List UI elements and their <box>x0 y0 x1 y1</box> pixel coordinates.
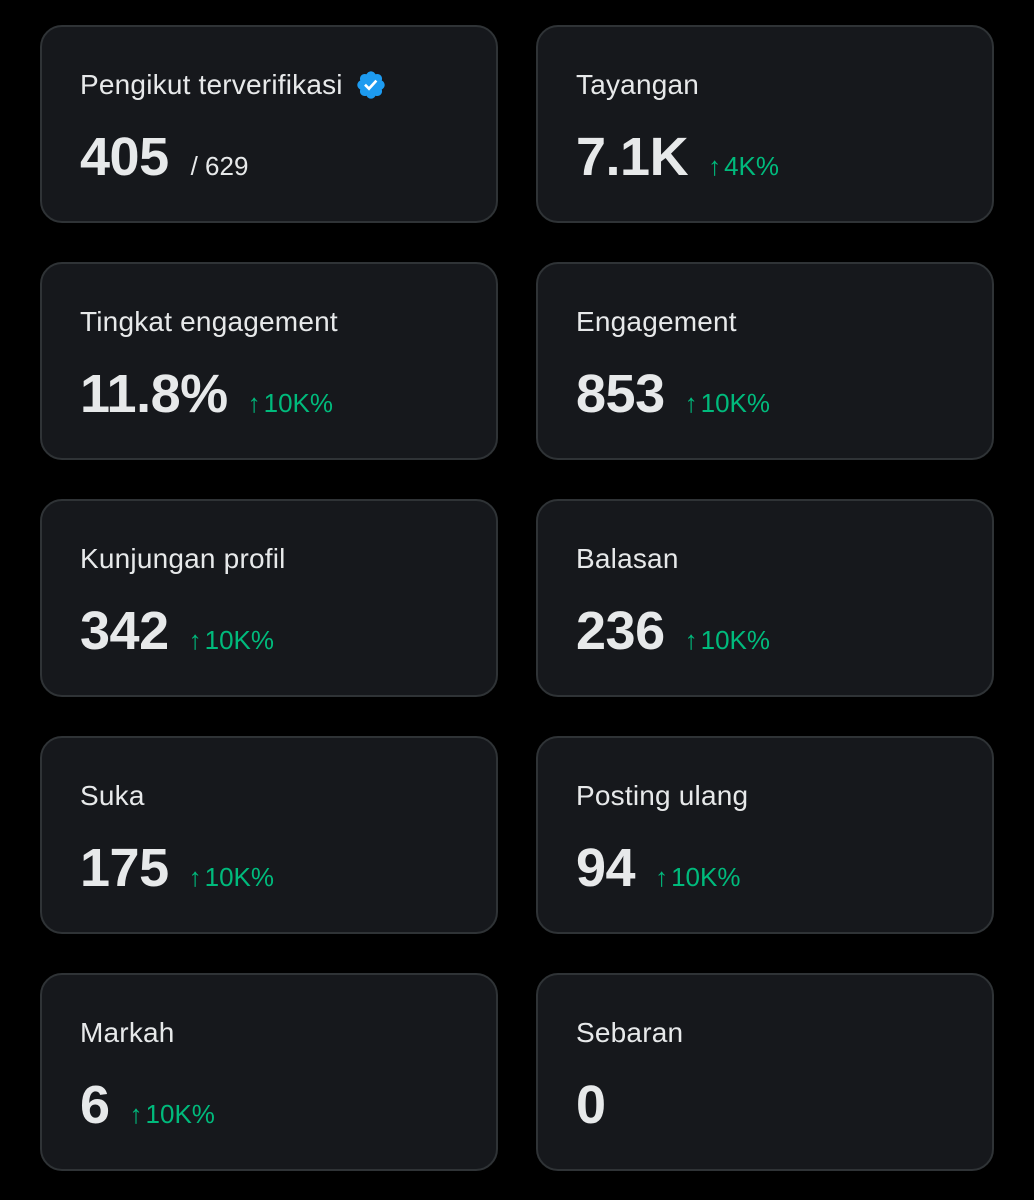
metric-change: ↑ 10K% <box>248 388 333 419</box>
metric-total: / 629 <box>190 151 249 181</box>
metric-label-row: Suka <box>80 778 458 814</box>
metric-change: ↑ 4K% <box>708 151 779 182</box>
arrow-up-icon: ↑ <box>188 625 202 655</box>
metric-label: Sebaran <box>576 1017 684 1048</box>
metric-value-row: 0 <box>576 1075 954 1135</box>
metric-value: 853 <box>576 364 665 424</box>
metric-label: Posting ulang <box>576 780 749 811</box>
metric-card-verified-followers[interactable]: Pengikut terverifikasi 405 / 629 <box>40 25 498 223</box>
metric-label: Balasan <box>576 543 679 574</box>
metric-change: ↑ 10K% <box>685 388 770 419</box>
metric-label: Pengikut terverifikasi <box>80 69 343 100</box>
metric-label: Markah <box>80 1017 175 1048</box>
metric-value: 11.8% <box>80 364 228 424</box>
metric-value-row: 236 ↑ 10K% <box>576 601 954 661</box>
metric-label-row: Kunjungan profil <box>80 541 458 577</box>
metric-value-row: 342 ↑ 10K% <box>80 601 458 661</box>
metric-label: Tingkat engagement <box>80 306 338 337</box>
metric-label-row: Balasan <box>576 541 954 577</box>
metric-card-engagements[interactable]: Engagement 853 ↑ 10K% <box>536 262 994 460</box>
arrow-up-icon: ↑ <box>684 388 698 418</box>
arrow-up-icon: ↑ <box>684 625 698 655</box>
metric-change: ↑ 10K% <box>189 862 274 893</box>
metrics-grid: Pengikut terverifikasi 405 / 629 Tayanga… <box>40 25 994 1171</box>
metric-label: Suka <box>80 780 145 811</box>
metric-value: 7.1K <box>576 127 689 187</box>
metric-change-value: 10K% <box>700 625 770 655</box>
metric-label-row: Tingkat engagement <box>80 304 458 340</box>
metric-card-impressions[interactable]: Tayangan 7.1K ↑ 4K% <box>536 25 994 223</box>
metric-value: 175 <box>80 838 169 898</box>
metric-change-value: 10K% <box>204 862 274 892</box>
metric-change-value: 10K% <box>145 1099 215 1129</box>
metric-value: 342 <box>80 601 169 661</box>
metric-change-value: 4K% <box>724 151 779 181</box>
metric-card-replies[interactable]: Balasan 236 ↑ 10K% <box>536 499 994 697</box>
arrow-up-icon: ↑ <box>708 151 722 181</box>
metric-value: 405 <box>80 127 169 187</box>
metric-value-row: 7.1K ↑ 4K% <box>576 127 954 187</box>
metric-change-value: 10K% <box>700 388 770 418</box>
metric-value-row: 94 ↑ 10K% <box>576 838 954 898</box>
metric-change-value: 10K% <box>671 862 741 892</box>
metric-value-row: 175 ↑ 10K% <box>80 838 458 898</box>
metric-value: 6 <box>80 1075 110 1135</box>
arrow-up-icon: ↑ <box>655 862 669 892</box>
metric-card-engagement-rate[interactable]: Tingkat engagement 11.8% ↑ 10K% <box>40 262 498 460</box>
metric-card-profile-visits[interactable]: Kunjungan profil 342 ↑ 10K% <box>40 499 498 697</box>
arrow-up-icon: ↑ <box>188 862 202 892</box>
metric-label-row: Posting ulang <box>576 778 954 814</box>
metric-value: 94 <box>576 838 636 898</box>
metric-label: Kunjungan profil <box>80 543 286 574</box>
metric-label-row: Pengikut terverifikasi <box>80 67 458 103</box>
metric-label: Tayangan <box>576 69 700 100</box>
metric-card-shares[interactable]: Sebaran 0 <box>536 973 994 1171</box>
metric-change: ↑ 10K% <box>130 1099 215 1130</box>
metric-value-row: 405 / 629 <box>80 127 458 187</box>
metric-card-bookmarks[interactable]: Markah 6 ↑ 10K% <box>40 973 498 1171</box>
metric-card-reposts[interactable]: Posting ulang 94 ↑ 10K% <box>536 736 994 934</box>
arrow-up-icon: ↑ <box>129 1099 143 1129</box>
metric-change-value: 10K% <box>204 625 274 655</box>
metric-value-row: 6 ↑ 10K% <box>80 1075 458 1135</box>
metric-value-row: 853 ↑ 10K% <box>576 364 954 424</box>
metric-label: Engagement <box>576 306 737 337</box>
metric-value: 0 <box>576 1075 606 1135</box>
metric-label-row: Engagement <box>576 304 954 340</box>
metric-label-row: Tayangan <box>576 67 954 103</box>
metric-change-value: 10K% <box>263 388 334 418</box>
metric-value: 236 <box>576 601 665 661</box>
arrow-up-icon: ↑ <box>247 388 261 418</box>
metric-value-row: 11.8% ↑ 10K% <box>80 364 458 424</box>
verified-badge-icon <box>355 69 387 101</box>
metric-change: ↑ 10K% <box>685 625 770 656</box>
metric-change: ↑ 10K% <box>655 862 740 893</box>
metric-change: ↑ 10K% <box>189 625 274 656</box>
metric-card-likes[interactable]: Suka 175 ↑ 10K% <box>40 736 498 934</box>
metric-label-row: Markah <box>80 1015 458 1051</box>
metric-label-row: Sebaran <box>576 1015 954 1051</box>
